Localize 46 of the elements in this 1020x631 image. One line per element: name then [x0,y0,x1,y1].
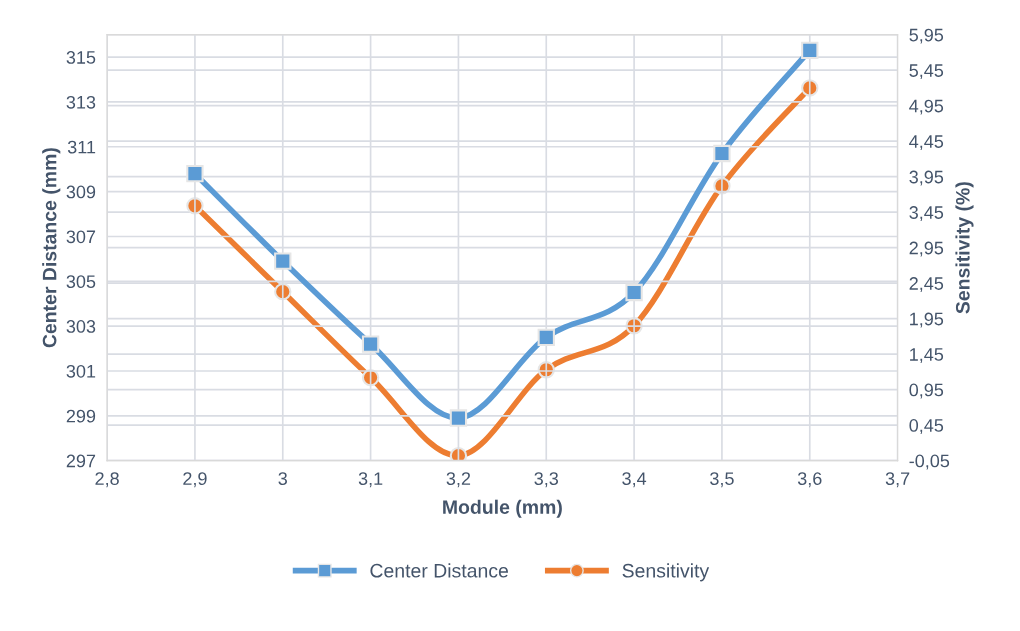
x-tick-label: 3,7 [885,472,910,488]
y2-tick-label: 5,95 [909,28,944,44]
x-tick-label: 3,2 [446,472,471,488]
point [713,144,731,163]
point [274,252,292,270]
x-tick-label: 3,6 [797,472,822,488]
y2-tick-label: 4,95 [909,99,944,115]
point [361,335,380,353]
x-tick-label: 3,5 [710,472,734,488]
legend-label: Sensitivity [622,563,710,582]
y-tick-label: 309 [66,185,96,199]
x-tick-label: 2,8 [95,472,119,488]
x-axis-title: Module (mm) [443,499,562,518]
y2-tick-label: 5,45 [909,64,944,80]
x-tick-label: 3,4 [622,472,647,488]
point [537,328,555,347]
y-tick-label: 315 [66,51,96,64]
y-tick-label: 299 [66,409,96,423]
y-tick-label: 301 [66,364,96,378]
point [625,283,643,302]
y2-tick-label: -0,05 [909,454,950,470]
y-axis-title: Center Distance (mm) [42,148,61,348]
legend-label: Center Distance [370,563,508,578]
x-tick-label: 3,3 [534,472,559,488]
x-tick-label: 2,9 [183,472,207,488]
x-tick-label: 3 [278,472,287,485]
y2-tick-label: 0,95 [909,383,944,399]
y2-tick-label: 1,45 [910,348,944,363]
x-tick-label: 3,1 [358,472,383,488]
y2-tick-label: 3,45 [909,206,944,222]
y2-tick-label: 2,95 [909,241,944,257]
y2-tick-label: 0,45 [909,419,944,434]
y-tick-label: 305 [66,275,96,289]
y2-tick-label: 3,95 [909,170,944,186]
y-tick-label: 297 [66,454,96,468]
y-tick-label: 303 [66,320,96,333]
y2-tick-label: 4,45 [909,135,944,151]
point [801,41,819,60]
y2-tick-label: 1,95 [910,312,944,328]
y2-tick-label: 2,45 [909,277,944,293]
point [186,165,204,183]
point [449,409,468,427]
y-tick-label: 307 [66,230,96,244]
y2-axis-title: Sensitivity (%) [955,182,974,314]
y-tick-label: 313 [66,95,96,109]
y-tick-label: 311 [67,140,96,154]
